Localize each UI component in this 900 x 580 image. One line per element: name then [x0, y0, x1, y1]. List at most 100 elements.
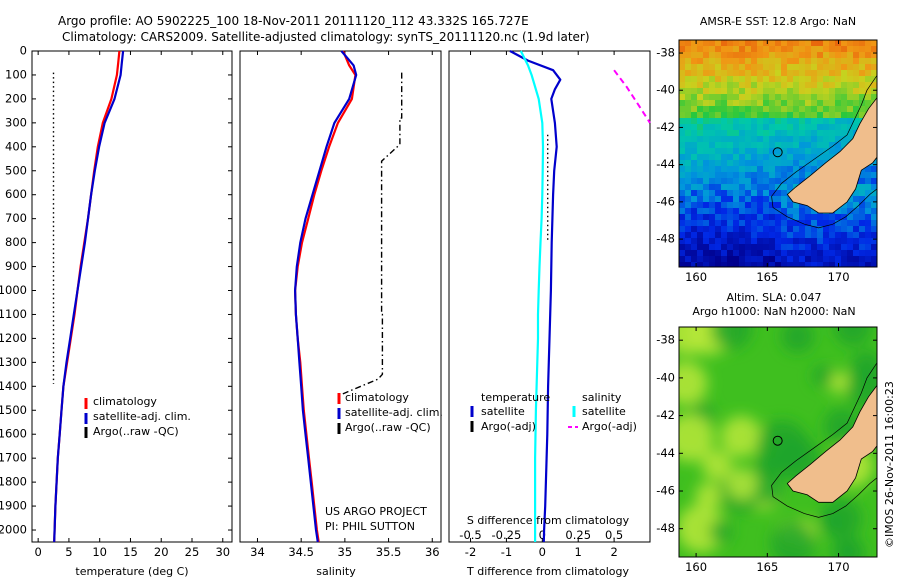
sst-cell: [859, 238, 866, 245]
sst-cell: [727, 58, 734, 65]
sst-cell: [721, 160, 728, 167]
sst-cell: [871, 184, 877, 191]
sst-cell: [829, 106, 836, 113]
sst-cell: [715, 112, 722, 119]
sst-cell: [853, 262, 860, 267]
sst-cell: [739, 112, 746, 119]
sst-cell: [691, 256, 698, 263]
sst-cell: [697, 112, 704, 119]
x-tick-label: 35: [338, 545, 353, 559]
sst-cell: [805, 244, 812, 251]
sst-cell: [721, 142, 728, 149]
sst-cell: [799, 82, 806, 89]
sst-cell: [745, 196, 752, 203]
sst-cell: [757, 178, 764, 185]
sst-cell: [829, 232, 836, 239]
sst-cell: [739, 88, 746, 95]
sst-cell: [709, 214, 716, 221]
sst-cell: [739, 130, 746, 137]
sst-cell: [775, 82, 782, 89]
sst-cell: [853, 118, 860, 125]
sst-cell: [841, 238, 848, 245]
sst-cell: [769, 214, 776, 221]
sst-cell: [757, 124, 764, 131]
sst-cell: [769, 208, 776, 215]
sst-cell: [787, 82, 794, 89]
sst-cell: [805, 70, 812, 77]
sst-cell: [799, 58, 806, 65]
sst-cell: [859, 40, 866, 47]
sst-cell: [727, 46, 734, 53]
sst-cell: [703, 148, 710, 155]
sst-cell: [733, 196, 740, 203]
sst-cell: [793, 256, 800, 263]
sst-cell: [823, 220, 830, 227]
sla-blob: [679, 413, 714, 462]
sst-cell: [769, 58, 776, 65]
sst-cell: [859, 70, 866, 77]
sst-cell: [871, 202, 877, 209]
sst-cell: [871, 238, 877, 245]
sst-cell: [859, 88, 866, 95]
x-tick-label: 34: [250, 545, 265, 559]
sst-cell: [847, 58, 854, 65]
sst-cell: [805, 256, 812, 263]
series-line-argo-raw-qc: [337, 72, 403, 397]
sst-cell: [709, 46, 716, 53]
depth-tick-label: 1800: [0, 475, 27, 489]
sst-cell: [715, 166, 722, 173]
sst-cell: [787, 124, 794, 131]
sst-cell: [853, 196, 860, 203]
legend-label-t-satellite: satellite: [481, 405, 525, 418]
sst-cell: [817, 244, 824, 251]
sst-cell: [859, 202, 866, 209]
sst-cell: [703, 88, 710, 95]
x-tick-label: 15: [123, 545, 138, 559]
sst-cell: [787, 58, 794, 65]
sst-cell: [793, 250, 800, 257]
sst-cell: [697, 88, 704, 95]
sst-cell: [871, 208, 877, 215]
sst-cell: [811, 148, 818, 155]
sst-cell: [709, 172, 716, 179]
sst-cell: [775, 220, 782, 227]
sst-cell: [733, 142, 740, 149]
sst-cell: [685, 250, 692, 257]
sst-cell: [739, 208, 746, 215]
sst-cell: [793, 46, 800, 53]
sst-cell: [751, 196, 758, 203]
sla-map-land: [786, 385, 877, 503]
sst-cell: [865, 166, 872, 173]
sst-cell: [733, 148, 740, 155]
sst-cell: [805, 106, 812, 113]
sst-cell: [679, 106, 686, 113]
sst-cell: [799, 70, 806, 77]
sst-cell: [823, 52, 830, 59]
legend-label-t-argo: Argo(-adj): [481, 420, 536, 433]
sst-cell: [691, 88, 698, 95]
sst-cell: [679, 136, 686, 143]
sst-cell: [835, 52, 842, 59]
sst-cell: [823, 262, 830, 267]
depth-tick-label: 1000: [0, 283, 27, 297]
sst-cell: [763, 58, 770, 65]
sst-cell: [775, 124, 782, 131]
sst-cell: [709, 88, 716, 95]
sst-cell: [823, 94, 830, 101]
sst-cell: [853, 226, 860, 233]
sst-cell: [817, 76, 824, 83]
sst-cell: [745, 46, 752, 53]
sst-cell: [721, 106, 728, 113]
sst-cell: [757, 232, 764, 239]
sst-cell: [715, 52, 722, 59]
sst-cell: [757, 130, 764, 137]
sst-cell: [853, 106, 860, 113]
sst-cell: [823, 142, 830, 149]
sst-cell: [811, 154, 818, 161]
sst-cell: [859, 82, 866, 89]
legend-label-argo: Argo(..raw -QC): [345, 421, 431, 434]
sst-cell: [685, 94, 692, 101]
sst-cell: [811, 58, 818, 65]
sst-cell: [685, 220, 692, 227]
sst-cell: [817, 250, 824, 257]
